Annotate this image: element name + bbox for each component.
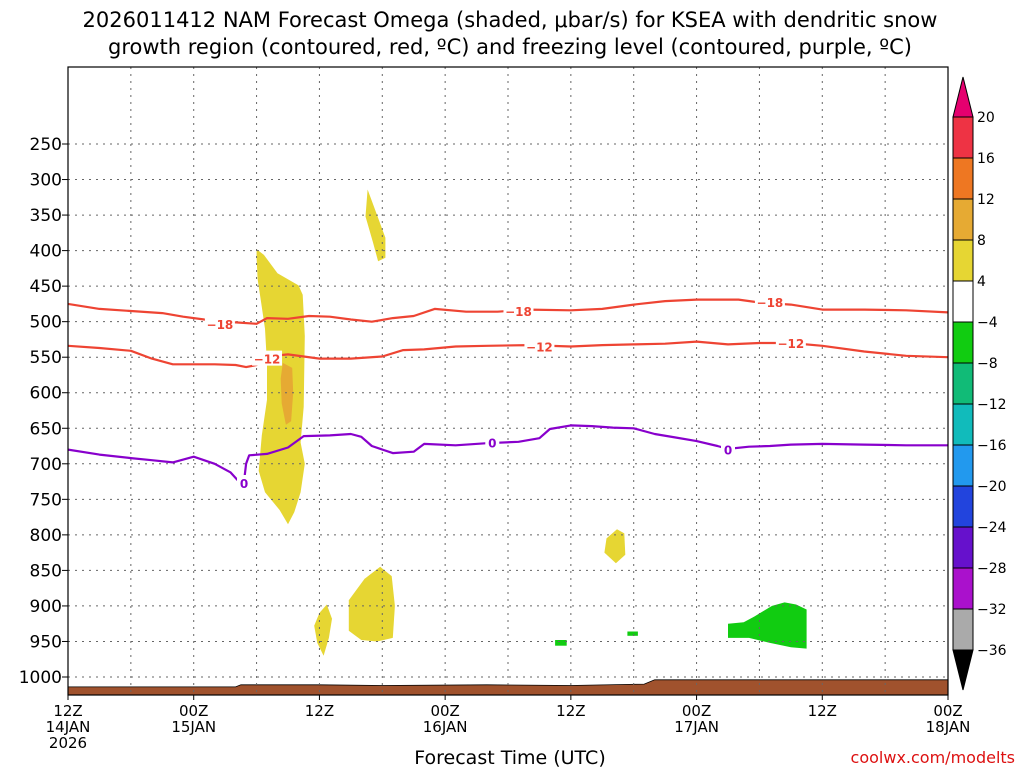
y-tick-label-750: 750 xyxy=(30,490,62,510)
x-tick-label-72-0: 12Z xyxy=(808,702,837,720)
colorbar-label-12: −32 xyxy=(977,602,1007,618)
colorbar-bottom-arrow xyxy=(952,649,974,691)
y-tick-label-650: 650 xyxy=(30,419,62,439)
colorbar-cell-5 xyxy=(952,321,974,364)
colorbar-label-7: −12 xyxy=(977,397,1007,413)
contour-label--12C-1: −12 xyxy=(526,341,553,355)
y-tick-label-800: 800 xyxy=(30,526,62,546)
shaded-omega-neg4-8-green xyxy=(728,602,807,649)
colorbar-cell-10 xyxy=(952,526,974,569)
colorbar-cell-6 xyxy=(952,362,974,405)
colorbar-label-4: 4 xyxy=(977,274,986,290)
colorbar-label-9: −20 xyxy=(977,479,1007,495)
y-tick-label-250: 250 xyxy=(30,135,62,155)
y-tick-label-900: 900 xyxy=(30,597,62,617)
contour-label--12C-0: −12 xyxy=(254,353,281,367)
y-tick-label-950: 950 xyxy=(30,632,62,652)
contour-label-bg xyxy=(485,434,500,450)
y-axis-ticks: 250 300 350 400 450 500 550 600 650 700 750 800 850 9… xyxy=(19,135,68,688)
x-axis-title: Forecast Time (UTC) xyxy=(414,747,605,768)
contour-label-0C-0: 0 xyxy=(240,477,248,491)
y-tick-label-400: 400 xyxy=(30,242,62,262)
y-tick-label-550: 550 xyxy=(30,348,62,368)
contour-label-0C-2: 0 xyxy=(724,444,732,458)
y-tick-label-350: 350 xyxy=(30,206,62,226)
colorbar-label-0: 20 xyxy=(977,110,995,126)
shaded-omega-neg4-8-speck1 xyxy=(555,640,567,646)
y-tick-label-500: 500 xyxy=(30,313,62,333)
y-tick-label-1000: 1000 xyxy=(19,668,62,688)
colorbar-cell-12 xyxy=(952,608,974,651)
x-tick-label-12-1: 15JAN xyxy=(171,718,216,736)
contour-label-bg xyxy=(524,338,555,354)
colorbar-label-13: −36 xyxy=(977,643,1007,659)
contour-label--18C-1: −18 xyxy=(505,305,532,319)
contour-label-bg xyxy=(252,350,283,366)
shaded-omega-4-8-lowC xyxy=(604,529,626,564)
x-tick-label-0-0: 12Z xyxy=(53,702,82,720)
contour-label--18C-2: −18 xyxy=(757,296,784,310)
chart-title-line-2: growth region (contoured, red, ºC) and f… xyxy=(108,35,912,59)
shaded-omega-4-8-lowA xyxy=(314,604,332,656)
x-tick-label-84-0: 00Z xyxy=(933,702,962,720)
shaded-omega-8-12-core xyxy=(280,362,294,425)
contour-layer: −18 −18 −18 −12 −12 −12 0 0 0 xyxy=(68,293,948,491)
x-tick-label-24-0: 12Z xyxy=(305,702,334,720)
chart-title-line-1: 2026011412 NAM Forecast Omega (shaded, μ… xyxy=(83,8,938,32)
contour-label-bg xyxy=(503,303,534,319)
contour-label--18C-0: −18 xyxy=(207,318,234,332)
x-tick-label-60-1: 17JAN xyxy=(674,718,719,736)
colorbar-cell-4 xyxy=(952,280,974,323)
x-tick-label-84-1: 18JAN xyxy=(926,718,971,736)
y-tick-label-700: 700 xyxy=(30,455,62,475)
x-tick-label-36-1: 16JAN xyxy=(423,718,468,736)
colorbar-cell-2 xyxy=(952,198,974,241)
contour-label--12C-2: −12 xyxy=(777,337,804,351)
y-tick-label-850: 850 xyxy=(30,561,62,581)
colorbar-cell-0 xyxy=(952,116,974,159)
y-tick-label-450: 450 xyxy=(30,277,62,297)
colorbar-label-1: 16 xyxy=(977,151,995,167)
contour-label-bg xyxy=(754,293,785,309)
contour-label-bg xyxy=(775,334,806,350)
shaded-omega-4-8-upper xyxy=(365,189,386,262)
colorbar-label-3: 8 xyxy=(977,233,986,249)
colorbar-label-8: −16 xyxy=(977,438,1007,454)
colorbar-cell-9 xyxy=(952,485,974,528)
ground-terrain xyxy=(67,679,949,696)
x-tick-label-0-2: 2026 xyxy=(49,734,87,752)
shaded-omega-4-8-lowB xyxy=(348,566,395,642)
colorbar-cell-11 xyxy=(952,567,974,610)
contour-label-bg xyxy=(204,315,235,331)
colorbar-cell-1 xyxy=(952,157,974,200)
shaded-omega-neg4-8-speck2 xyxy=(627,631,638,636)
ground-terrain-layer xyxy=(67,679,949,696)
colorbar-label-11: −28 xyxy=(977,561,1007,577)
x-tick-label-48-0: 12Z xyxy=(556,702,585,720)
x-tick-label-60-0: 00Z xyxy=(682,702,711,720)
colorbar-cell-7 xyxy=(952,403,974,446)
contour-label-bg xyxy=(237,474,251,490)
omega-colorbar: 20 16 12 8 4 −4 −8 −12 −16 −20 −24 −28 −32 −36 xyxy=(952,76,1007,691)
y-tick-label-600: 600 xyxy=(30,384,62,404)
colorbar-label-10: −24 xyxy=(977,520,1007,536)
colorbar-label-2: 12 xyxy=(977,192,995,208)
colorbar-cell-3 xyxy=(952,239,974,282)
contour-label-bg xyxy=(721,441,735,457)
colorbar-label-6: −8 xyxy=(977,356,998,372)
contour--12C xyxy=(68,340,948,369)
colorbar-cell-8 xyxy=(952,444,974,487)
colorbar-label-5: −4 xyxy=(977,315,998,331)
contour-label-0C-1: 0 xyxy=(488,436,496,450)
y-tick-label-300: 300 xyxy=(30,171,62,191)
x-tick-label-36-0: 00Z xyxy=(430,702,459,720)
x-tick-label-12-0: 00Z xyxy=(179,702,208,720)
x-tick-label-0-1: 14JAN xyxy=(46,718,91,736)
source-credit: coolwx.com/modelts xyxy=(851,748,1015,767)
